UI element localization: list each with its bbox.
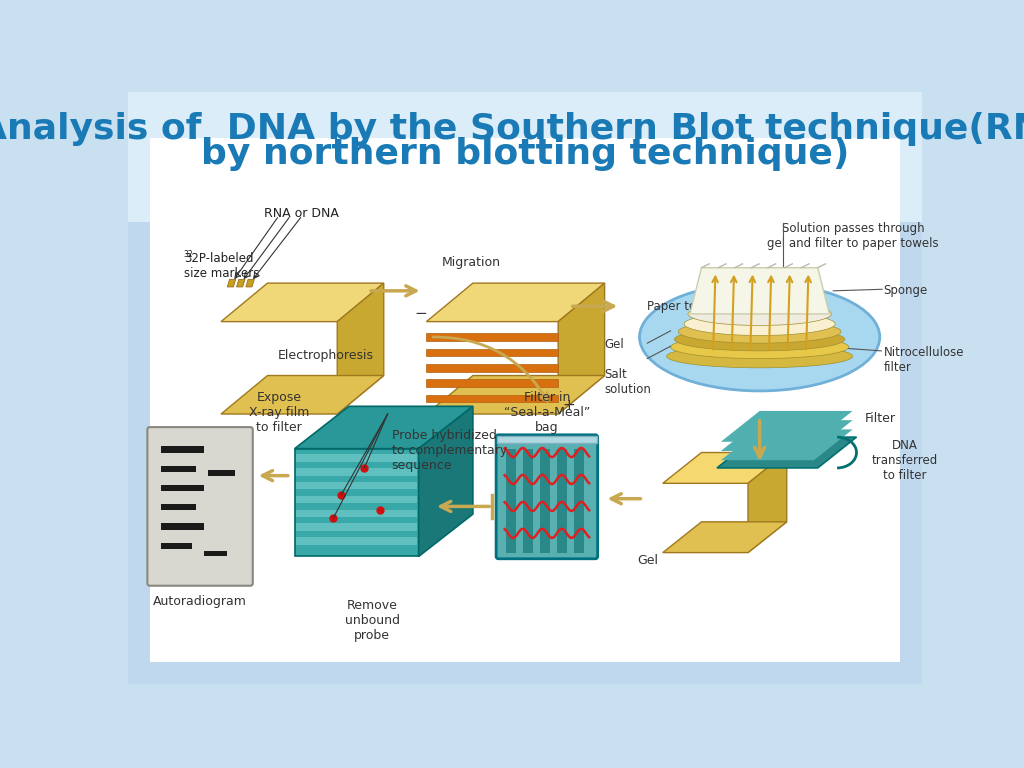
Polygon shape — [748, 452, 786, 553]
Bar — [208, 470, 234, 475]
Bar — [162, 544, 193, 549]
Polygon shape — [721, 429, 853, 460]
Polygon shape — [426, 333, 558, 341]
Polygon shape — [337, 283, 384, 414]
Polygon shape — [221, 376, 384, 414]
Text: Autoradiogram: Autoradiogram — [154, 595, 247, 608]
Bar — [497, 435, 597, 443]
Bar — [128, 92, 922, 221]
Text: Expose
X-ray film
to filter: Expose X-ray film to filter — [249, 391, 309, 434]
Polygon shape — [426, 376, 604, 414]
FancyBboxPatch shape — [496, 435, 598, 559]
Bar — [162, 446, 204, 452]
Bar — [574, 449, 584, 553]
Text: Paper towels: Paper towels — [647, 300, 723, 313]
Bar — [296, 538, 417, 545]
Text: Filter: Filter — [864, 412, 895, 425]
Polygon shape — [246, 280, 254, 287]
Text: Gel: Gel — [604, 338, 625, 351]
Bar — [204, 551, 227, 557]
Polygon shape — [426, 283, 604, 322]
Polygon shape — [426, 379, 558, 387]
Polygon shape — [663, 521, 786, 553]
Bar — [506, 449, 515, 553]
Bar — [541, 449, 550, 553]
Text: Sponge: Sponge — [884, 284, 928, 297]
Bar — [162, 504, 197, 510]
Text: 32: 32 — [183, 250, 194, 259]
Bar — [296, 495, 417, 503]
Ellipse shape — [671, 336, 849, 359]
Polygon shape — [237, 280, 245, 287]
Bar — [296, 454, 417, 462]
Polygon shape — [295, 406, 473, 449]
Text: RNA or DNA: RNA or DNA — [263, 207, 339, 220]
Text: Gel: Gel — [637, 554, 657, 568]
Text: 32P-labeled
size markers: 32P-labeled size markers — [183, 253, 259, 280]
Bar — [150, 138, 900, 662]
Text: by northern blotting technique): by northern blotting technique) — [201, 137, 849, 170]
Polygon shape — [426, 349, 558, 356]
Polygon shape — [721, 411, 853, 442]
Ellipse shape — [675, 328, 845, 351]
Bar — [162, 523, 204, 529]
Bar — [557, 449, 566, 553]
Ellipse shape — [678, 320, 841, 343]
Polygon shape — [227, 280, 236, 287]
Polygon shape — [721, 420, 853, 451]
Text: Remove
unbound
probe: Remove unbound probe — [345, 599, 399, 642]
Polygon shape — [663, 452, 786, 483]
Polygon shape — [295, 449, 419, 557]
Bar — [296, 509, 417, 517]
Polygon shape — [717, 437, 856, 468]
FancyArrowPatch shape — [433, 337, 548, 401]
Ellipse shape — [667, 345, 853, 368]
Bar — [296, 468, 417, 475]
Text: −: − — [415, 306, 427, 321]
Text: Probe hybridized
to complementary
sequence: Probe hybridized to complementary sequen… — [391, 429, 507, 472]
Polygon shape — [690, 268, 829, 314]
Text: Electrophoresis: Electrophoresis — [278, 349, 374, 362]
Bar — [162, 465, 197, 472]
Bar — [296, 482, 417, 489]
Polygon shape — [419, 406, 473, 557]
Polygon shape — [426, 364, 558, 372]
Bar — [128, 221, 922, 684]
FancyBboxPatch shape — [147, 427, 253, 586]
Text: Nitrocellulose
filter: Nitrocellulose filter — [884, 346, 965, 374]
Ellipse shape — [688, 303, 831, 326]
Text: DNA
transferred
to filter: DNA transferred to filter — [872, 439, 938, 482]
Text: Solution passes through
gel and filter to paper towels: Solution passes through gel and filter t… — [767, 221, 939, 250]
Polygon shape — [221, 283, 384, 322]
Bar — [162, 485, 204, 491]
Text: Migration: Migration — [442, 257, 501, 270]
Text: Salt
solution: Salt solution — [604, 368, 651, 396]
Text: Filter in
“Seal-a-Meal”
bag: Filter in “Seal-a-Meal” bag — [504, 391, 590, 434]
Polygon shape — [426, 395, 558, 402]
Ellipse shape — [640, 283, 880, 391]
Bar — [296, 523, 417, 531]
Bar — [523, 449, 532, 553]
Text: +: + — [562, 398, 574, 413]
Ellipse shape — [684, 313, 836, 336]
Polygon shape — [558, 283, 604, 414]
Text: Analysis of  DNA by the Southern Blot technique(RNA: Analysis of DNA by the Southern Blot tec… — [0, 112, 1024, 146]
